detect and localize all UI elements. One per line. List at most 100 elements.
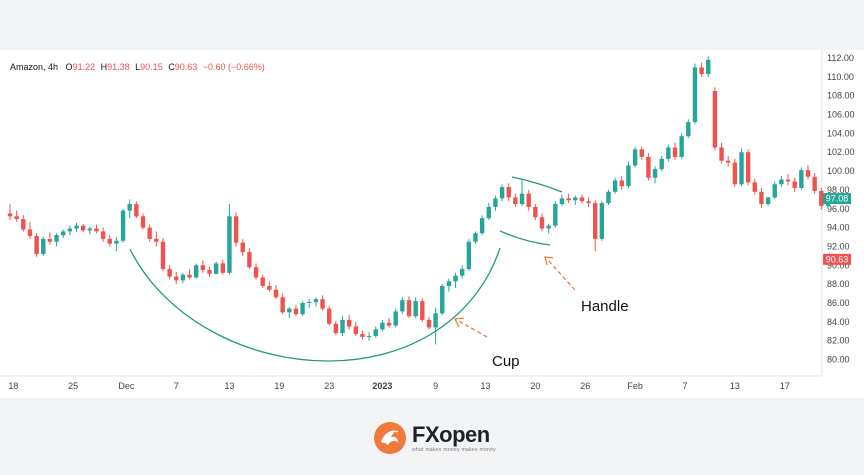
candle — [539, 213, 545, 232]
x-tick-label: 20 — [530, 381, 540, 391]
candle — [646, 153, 651, 181]
candle — [174, 271, 179, 285]
candle — [187, 269, 192, 280]
x-tick-label: 2023 — [372, 381, 392, 391]
x-tick-label: 19 — [274, 381, 284, 391]
x-tick-label: 26 — [580, 381, 590, 391]
y-tick-label: 84.00 — [827, 317, 850, 327]
candle — [227, 204, 232, 275]
candle — [752, 178, 757, 195]
candle — [812, 172, 817, 194]
candle — [712, 87, 718, 151]
x-tick-label: 9 — [433, 381, 438, 391]
candles — [7, 56, 831, 345]
x-tick-label: 25 — [68, 381, 78, 391]
candle — [506, 183, 511, 202]
candle — [719, 142, 724, 164]
close-value: 90.63 — [175, 62, 198, 72]
candle — [460, 265, 465, 279]
candle — [393, 308, 398, 328]
candle — [519, 180, 525, 206]
candle — [267, 281, 272, 292]
candle — [659, 155, 664, 172]
candle — [160, 237, 166, 271]
x-tick-label: 7 — [682, 381, 687, 391]
candle — [573, 195, 578, 205]
candle — [699, 62, 704, 77]
candle — [745, 149, 751, 186]
y-axis-ticks: 80.00 82.00 84.00 86.00 88.00 90.00 92.00 94.00… — [827, 53, 855, 365]
candle — [499, 184, 505, 202]
y-tick-label: 80.00 — [827, 355, 850, 365]
candle — [346, 315, 352, 330]
x-tick-label: Feb — [627, 381, 643, 391]
low-label: L — [135, 62, 140, 72]
high-label: H — [101, 62, 108, 72]
candle — [14, 210, 19, 222]
logo-tagline: what makes money makes money — [412, 446, 496, 453]
handle-top-line — [511, 176, 563, 193]
candle — [313, 297, 319, 307]
candle — [273, 285, 279, 300]
candle — [373, 326, 378, 338]
candle — [240, 238, 245, 256]
candle — [253, 263, 259, 280]
candle — [420, 298, 425, 322]
candle — [340, 316, 345, 336]
candle — [353, 321, 358, 336]
candle — [732, 158, 738, 188]
candle — [380, 319, 385, 332]
y-tick-label: 112.00 — [827, 53, 854, 63]
candle — [672, 142, 678, 160]
candle — [486, 203, 491, 221]
candle — [446, 278, 452, 292]
handle-label: Handle — [581, 298, 629, 315]
logo-open: open — [439, 421, 490, 447]
candle — [21, 215, 26, 232]
candle — [320, 295, 325, 311]
candle — [619, 175, 624, 190]
candle — [260, 274, 265, 288]
candle — [466, 238, 472, 271]
candle — [553, 201, 558, 228]
candle — [80, 223, 86, 233]
last-price-tag: 97.08 — [823, 193, 851, 205]
candle — [100, 227, 106, 242]
cup-label: Cup — [492, 353, 520, 370]
candle — [819, 188, 824, 210]
candle — [785, 173, 791, 186]
candle — [34, 233, 39, 257]
handle-arrow — [544, 256, 576, 291]
y-tick-label: 106.00 — [827, 110, 855, 120]
cup-curve — [129, 247, 501, 362]
candle — [606, 189, 611, 205]
candle — [579, 194, 585, 204]
candle — [706, 56, 711, 77]
candle — [307, 299, 312, 308]
x-tick-label: 13 — [730, 381, 740, 391]
x-axis-ticks: 18 25 Dec 7 13 19 23 2023 9 13 20 26 Feb 7 13 17 — [8, 381, 789, 391]
candle — [593, 200, 598, 252]
low-value: 90.15 — [140, 62, 163, 72]
y-tick-label: 88.00 — [827, 279, 850, 289]
y-tick-label: 94.00 — [827, 223, 850, 233]
candle — [134, 201, 139, 219]
candle — [772, 181, 777, 200]
candle — [114, 237, 119, 252]
cup-arrow — [454, 317, 488, 338]
marker-price-tag: 90.63 — [823, 253, 851, 265]
logo-fx: FX — [412, 421, 440, 447]
handle-bottom-line — [499, 230, 551, 246]
candle — [233, 212, 239, 247]
candle — [300, 301, 305, 317]
svg-text:97.08: 97.08 — [826, 194, 849, 204]
candle — [479, 215, 485, 236]
candle — [559, 194, 565, 206]
candle — [400, 297, 405, 315]
candle — [327, 305, 332, 326]
candle — [533, 204, 538, 221]
candle — [799, 167, 804, 190]
candle — [526, 189, 531, 211]
candle — [726, 155, 731, 167]
candle — [692, 63, 698, 124]
